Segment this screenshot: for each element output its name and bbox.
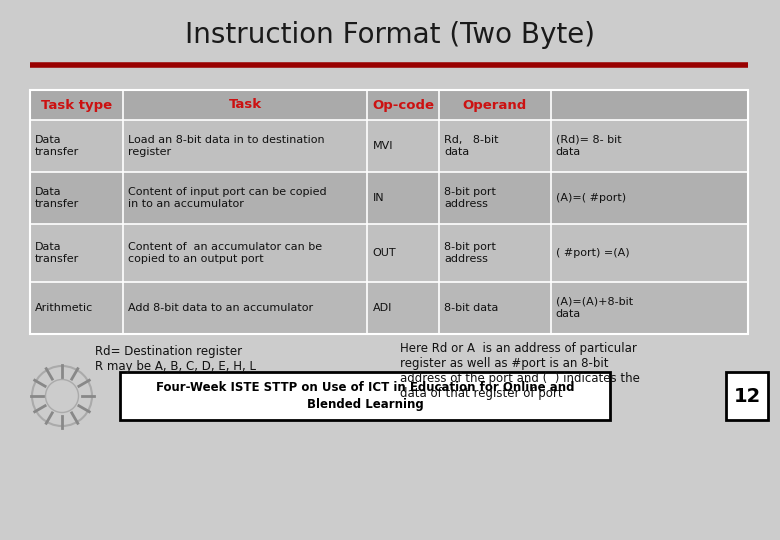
Text: Instruction Format (Two Byte): Instruction Format (Two Byte) xyxy=(185,21,595,49)
Text: (A)=(A)+8-bit
data: (A)=(A)+8-bit data xyxy=(555,297,633,319)
Text: 8-bit port
address: 8-bit port address xyxy=(445,242,496,264)
Text: Data
transfer: Data transfer xyxy=(35,135,80,157)
Text: 12: 12 xyxy=(733,387,760,406)
Text: Load an 8-bit data in to destination
register: Load an 8-bit data in to destination reg… xyxy=(129,135,325,157)
Bar xyxy=(30,172,748,224)
Bar xyxy=(30,90,748,334)
Text: ADI: ADI xyxy=(373,303,392,313)
Text: ( #port) =(A): ( #port) =(A) xyxy=(555,248,629,258)
Text: Four-Week ISTE STTP on Use of ICT in Education for Online and
Blended Learning: Four-Week ISTE STTP on Use of ICT in Edu… xyxy=(156,381,574,411)
Text: Data
transfer: Data transfer xyxy=(35,187,80,209)
Text: Rd= Destination register
R may be A, B, C, D, E, H, L: Rd= Destination register R may be A, B, … xyxy=(95,345,256,373)
Bar xyxy=(30,282,748,334)
Text: Arithmetic: Arithmetic xyxy=(35,303,94,313)
Text: Content of input port can be copied
in to an accumulator: Content of input port can be copied in t… xyxy=(129,187,327,209)
Text: Op-code: Op-code xyxy=(372,98,434,111)
Bar xyxy=(726,372,768,420)
Text: (Rd)= 8- bit
data: (Rd)= 8- bit data xyxy=(555,135,621,157)
Text: OUT: OUT xyxy=(373,248,396,258)
Bar xyxy=(30,224,748,282)
Text: 8-bit data: 8-bit data xyxy=(445,303,498,313)
Text: Here Rd or A  is an address of particular
register as well as #port is an 8-bit
: Here Rd or A is an address of particular… xyxy=(400,342,640,400)
Text: MVI: MVI xyxy=(373,141,393,151)
Bar xyxy=(30,90,748,120)
Text: Rd,   8-bit
data: Rd, 8-bit data xyxy=(445,135,498,157)
Text: Content of  an accumulator can be
copied to an output port: Content of an accumulator can be copied … xyxy=(129,242,322,264)
Text: Task: Task xyxy=(229,98,262,111)
Text: IN: IN xyxy=(373,193,384,203)
Text: Task type: Task type xyxy=(41,98,112,111)
Text: Operand: Operand xyxy=(463,98,527,111)
Bar xyxy=(120,372,610,420)
Text: Add 8-bit data to an accumulator: Add 8-bit data to an accumulator xyxy=(129,303,314,313)
Text: 8-bit port
address: 8-bit port address xyxy=(445,187,496,209)
Text: (A)=( #port): (A)=( #port) xyxy=(555,193,626,203)
Bar xyxy=(30,120,748,172)
Text: Data
transfer: Data transfer xyxy=(35,242,80,264)
